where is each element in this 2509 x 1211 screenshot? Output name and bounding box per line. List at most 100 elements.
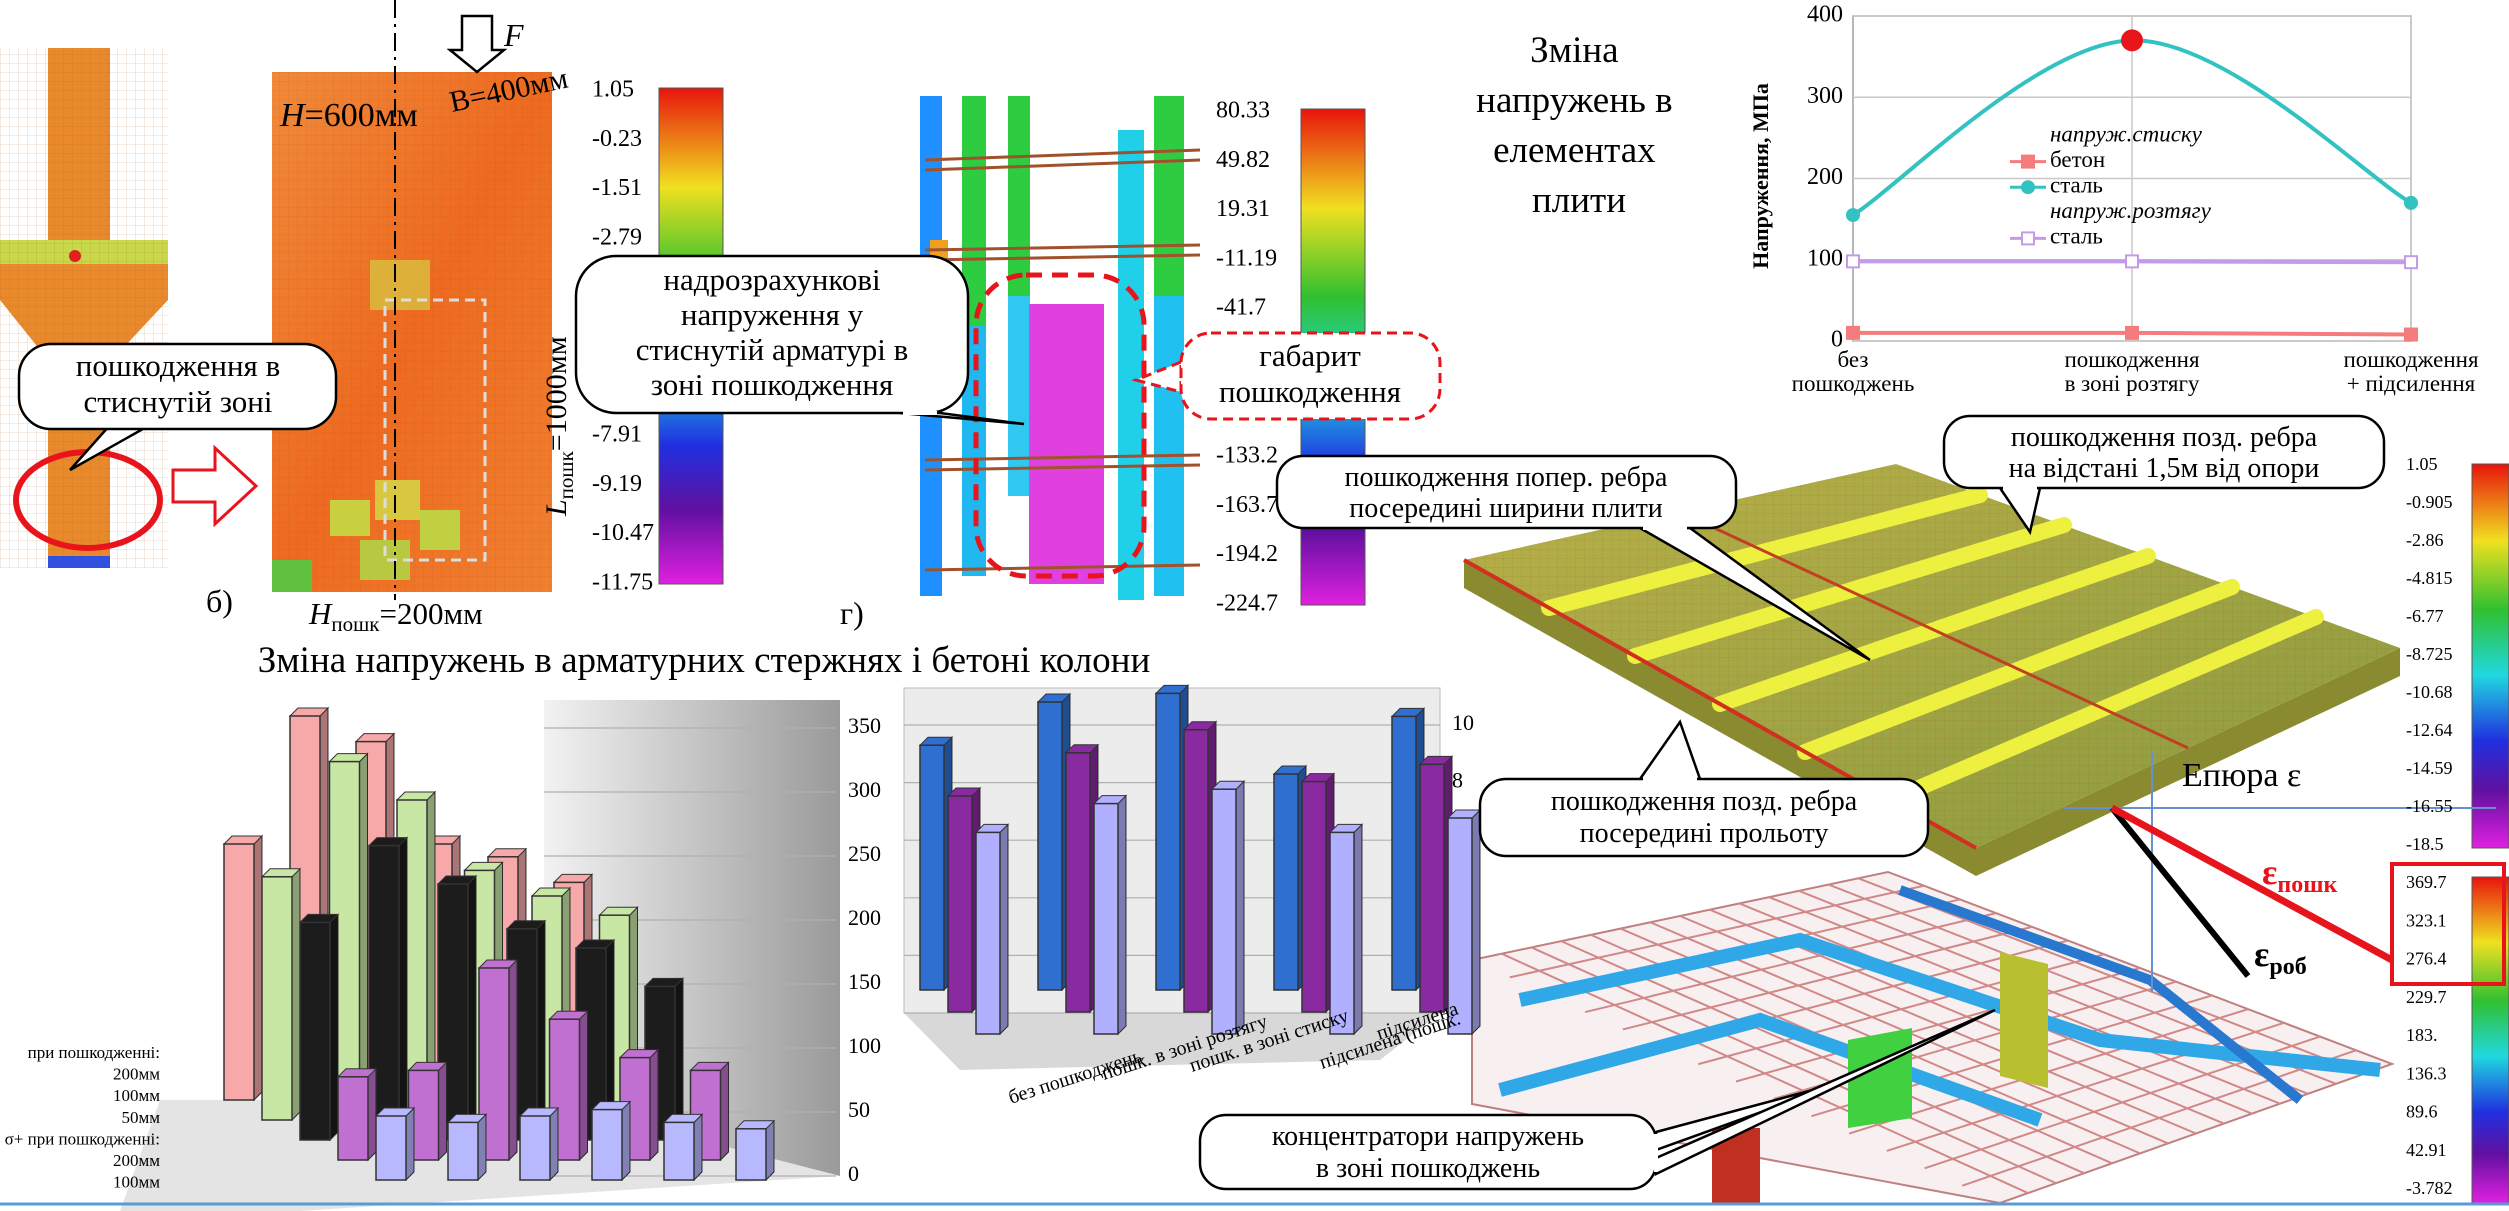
symbol: ε <box>2262 852 2277 892</box>
rebar-cage <box>1029 304 1104 584</box>
row-label: 100мм <box>113 1173 160 1192</box>
row-label: 200мм <box>113 1151 160 1170</box>
bar <box>736 1129 766 1180</box>
legend-title: напруж.стиску <box>2050 121 2203 146</box>
bar <box>448 1122 478 1180</box>
rebar-cage <box>1008 296 1030 496</box>
bar <box>520 1116 550 1180</box>
callout-line: стиснутій зоні <box>83 384 272 419</box>
scale-label: 276.4 <box>2406 949 2447 969</box>
bar-side-shade <box>1354 824 1362 1034</box>
scale-label: -9.19 <box>592 471 642 497</box>
bar-side-shade <box>721 1062 729 1160</box>
row-label: при пошкодженні: <box>28 1043 160 1062</box>
bar <box>1302 782 1326 1012</box>
symbol: H <box>308 596 333 631</box>
bar-side-shade <box>330 914 338 1140</box>
bar <box>920 745 944 990</box>
scale-label: -11.19 <box>1216 245 1277 271</box>
point <box>1847 327 1859 339</box>
bar-side-shade <box>1472 810 1480 1034</box>
callout-line: напруження у <box>681 297 864 332</box>
x-tick-label: пошкоджень <box>1792 371 1915 396</box>
dimension: =600мм <box>305 97 418 134</box>
bar-side-shade <box>1000 824 1008 1034</box>
y-tick-label: 10 <box>1452 710 1474 735</box>
column-fragment <box>450 16 504 72</box>
bar-side-shade <box>550 1108 558 1180</box>
bar-side-shade <box>292 869 300 1120</box>
title-line: Зміна <box>1530 30 1618 71</box>
column-model <box>0 48 256 568</box>
subscript: пошк <box>554 450 578 499</box>
row-label: σ+ при пошкодженні: <box>5 1129 160 1148</box>
bar-side-shade <box>254 836 262 1100</box>
epure-title: Епюра ε <box>2182 757 2301 794</box>
y-tick-label: 200 <box>1807 164 1843 190</box>
bar-side-shade <box>478 1114 486 1180</box>
scale-label: -11.75 <box>592 570 653 596</box>
page-body: { "column_panel": { "callout": ["пошкодж… <box>0 0 2509 1211</box>
bar <box>338 1077 368 1160</box>
bar-side-shade <box>360 754 368 1120</box>
symbol: H <box>279 97 307 134</box>
callout-text: концентратори напруженьв зоні пошкоджень <box>1272 1121 1584 1184</box>
scale-label: -12.64 <box>2406 720 2453 740</box>
scale-label: -10.68 <box>2406 682 2453 702</box>
scale-label: -0.905 <box>2406 492 2453 512</box>
scale-label: 19.31 <box>1216 196 1270 222</box>
scale-label: -4.815 <box>2406 568 2453 588</box>
point <box>2404 196 2418 210</box>
legend-title: напруж.розтягу <box>2050 198 2212 223</box>
scale-label: -14.59 <box>2406 758 2453 778</box>
scale-label: -6.77 <box>2406 606 2444 626</box>
scale-label: 229.7 <box>2406 987 2447 1007</box>
bar <box>1274 774 1298 990</box>
point <box>2405 329 2417 341</box>
bar-side-shade <box>1118 796 1126 1034</box>
title-line: напружень в <box>1476 80 1672 121</box>
legend-label: сталь <box>2050 172 2103 197</box>
y-tick-label: 100 <box>1807 245 1843 271</box>
callout-text: пошкодження попер. ребрапосередині ширин… <box>1345 462 1668 524</box>
row-label: 200мм <box>113 1065 160 1084</box>
rebar-cage <box>1118 130 1144 600</box>
callout <box>1640 722 1700 779</box>
bar-side-shade <box>1236 781 1244 1034</box>
x-tick-label: в зоні розтягу <box>2065 371 2200 396</box>
dimension: =200мм <box>380 596 483 631</box>
column-fragment <box>420 510 460 550</box>
callout-line: на відстані 1,5м від опори <box>2009 453 2320 484</box>
scale-label: 1.05 <box>2406 454 2438 474</box>
point <box>2126 327 2138 339</box>
callout-line: в зоні пошкоджень <box>1316 1153 1540 1184</box>
callout-line: пошкодження <box>1219 374 1401 409</box>
scale-label: -2.86 <box>2406 530 2444 550</box>
rebar-cage <box>1154 296 1184 596</box>
y-tick-label: 400 <box>1807 2 1843 28</box>
column-model <box>0 48 168 568</box>
y-tick-label: 8 <box>1452 768 1463 793</box>
bar-side-shade <box>650 1050 658 1160</box>
bar-side-shade <box>468 876 476 1140</box>
bar-side-shade <box>694 1114 702 1180</box>
callout-line: концентратори напружень <box>1272 1121 1584 1152</box>
point <box>1847 255 1859 267</box>
bar-side-shade <box>368 1069 376 1160</box>
legend-label: бетон <box>2050 147 2105 172</box>
bar-side-shade <box>537 921 545 1140</box>
bar <box>1094 804 1118 1034</box>
strain-damaged: εпошк <box>2262 852 2337 898</box>
callout-line: посередині прольоту <box>1580 818 1829 849</box>
scale-label: -224.7 <box>1216 591 1278 617</box>
force-label: F <box>503 17 524 53</box>
bar <box>592 1110 622 1180</box>
bar <box>1420 764 1444 1012</box>
panel-label: г) <box>840 595 864 631</box>
subscript: пошк <box>2277 872 2337 898</box>
bar <box>262 877 292 1120</box>
scale-label: -163.7 <box>1216 492 1278 518</box>
column-model <box>69 250 81 262</box>
scale-label: 49.82 <box>1216 147 1270 173</box>
